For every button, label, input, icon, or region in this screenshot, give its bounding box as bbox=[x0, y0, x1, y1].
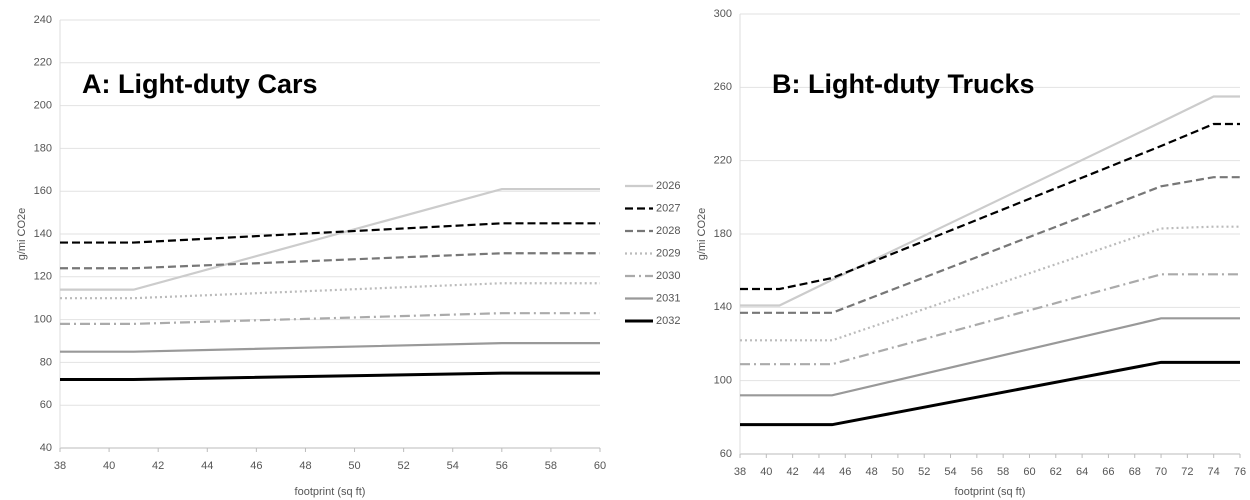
x-tick-label: 44 bbox=[201, 460, 213, 472]
x-tick-label: 76 bbox=[1234, 466, 1246, 478]
x-tick-label: 42 bbox=[152, 460, 164, 472]
legend-label: 2031 bbox=[656, 292, 680, 304]
y-tick-label: 180 bbox=[714, 228, 732, 240]
series-line bbox=[60, 187, 600, 291]
series-line bbox=[60, 371, 600, 382]
x-tick-label: 40 bbox=[760, 466, 772, 478]
y-tick-label: 160 bbox=[34, 185, 52, 197]
x-tick-label: 42 bbox=[787, 466, 799, 478]
y-axis-label: g/mi CO2e bbox=[16, 208, 28, 261]
chart-title: A: Light-duty Cars bbox=[82, 69, 318, 99]
series-line bbox=[740, 317, 1240, 397]
x-tick-label: 66 bbox=[1102, 466, 1114, 478]
series-line bbox=[740, 176, 1240, 314]
x-tick-label: 52 bbox=[918, 466, 930, 478]
y-tick-label: 200 bbox=[34, 100, 52, 112]
y-tick-label: 60 bbox=[40, 399, 52, 411]
series-line bbox=[60, 312, 600, 325]
legend-label: 2032 bbox=[656, 315, 680, 327]
y-tick-label: 140 bbox=[714, 301, 732, 313]
y-tick-label: 100 bbox=[714, 375, 732, 387]
x-tick-label: 50 bbox=[892, 466, 904, 478]
x-tick-label: 60 bbox=[594, 460, 606, 472]
series-line bbox=[60, 282, 600, 300]
x-tick-label: 58 bbox=[997, 466, 1009, 478]
x-tick-label: 56 bbox=[971, 466, 983, 478]
y-tick-label: 220 bbox=[714, 155, 732, 167]
y-tick-label: 80 bbox=[40, 356, 52, 368]
y-axis-label: g/mi CO2e bbox=[696, 208, 708, 261]
series-line bbox=[740, 360, 1240, 427]
x-tick-label: 72 bbox=[1181, 466, 1193, 478]
series-line bbox=[60, 252, 600, 270]
x-axis-label: footprint (sq ft) bbox=[295, 486, 366, 498]
x-tick-label: 64 bbox=[1076, 466, 1088, 478]
y-tick-label: 100 bbox=[34, 314, 52, 326]
series-line bbox=[740, 273, 1240, 366]
y-tick-label: 220 bbox=[34, 57, 52, 69]
y-tick-label: 180 bbox=[34, 142, 52, 154]
x-tick-label: 44 bbox=[813, 466, 825, 478]
x-tick-label: 54 bbox=[944, 466, 956, 478]
legend-label: 2027 bbox=[656, 202, 680, 214]
legend-label: 2028 bbox=[656, 225, 680, 237]
y-tick-label: 40 bbox=[40, 442, 52, 454]
y-tick-label: 60 bbox=[720, 448, 732, 460]
x-tick-label: 40 bbox=[103, 460, 115, 472]
x-tick-label: 38 bbox=[734, 466, 746, 478]
legend-label: 2030 bbox=[656, 270, 680, 282]
series-line bbox=[60, 222, 600, 244]
x-tick-label: 70 bbox=[1155, 466, 1167, 478]
x-tick-label: 52 bbox=[398, 460, 410, 472]
y-tick-label: 300 bbox=[714, 8, 732, 20]
x-tick-label: 62 bbox=[1050, 466, 1062, 478]
x-tick-label: 74 bbox=[1208, 466, 1220, 478]
x-tick-label: 60 bbox=[1023, 466, 1035, 478]
series-line bbox=[740, 122, 1240, 291]
legend-label: 2029 bbox=[656, 247, 680, 259]
y-tick-label: 260 bbox=[714, 81, 732, 93]
x-tick-label: 46 bbox=[839, 466, 851, 478]
chart-title: B: Light-duty Trucks bbox=[772, 69, 1035, 99]
x-tick-label: 56 bbox=[496, 460, 508, 472]
x-tick-label: 50 bbox=[348, 460, 360, 472]
y-tick-label: 140 bbox=[34, 228, 52, 240]
x-tick-label: 58 bbox=[545, 460, 557, 472]
x-tick-label: 68 bbox=[1129, 466, 1141, 478]
x-tick-label: 38 bbox=[54, 460, 66, 472]
y-tick-label: 120 bbox=[34, 271, 52, 283]
x-axis-label: footprint (sq ft) bbox=[955, 486, 1026, 498]
x-tick-label: 48 bbox=[299, 460, 311, 472]
y-tick-label: 240 bbox=[34, 14, 52, 26]
legend-label: 2026 bbox=[656, 180, 680, 192]
x-tick-label: 46 bbox=[250, 460, 262, 472]
series-line bbox=[740, 225, 1240, 342]
series-line bbox=[60, 342, 600, 353]
x-tick-label: 48 bbox=[865, 466, 877, 478]
series-line bbox=[740, 95, 1240, 307]
x-tick-label: 54 bbox=[447, 460, 459, 472]
